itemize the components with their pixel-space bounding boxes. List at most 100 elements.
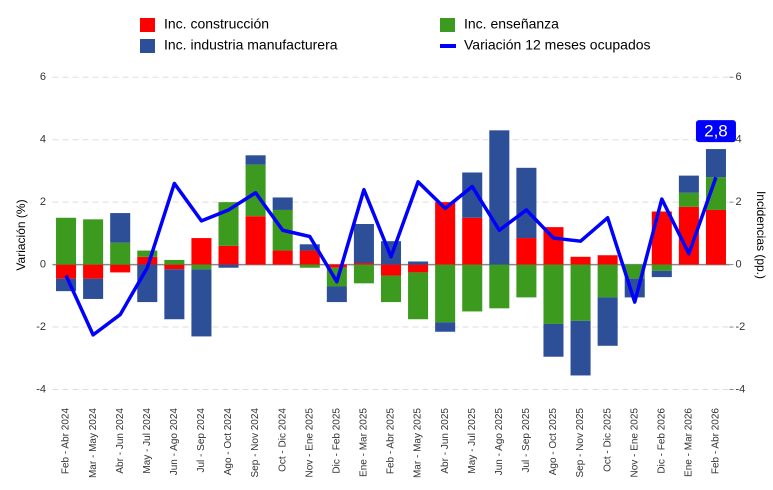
bar (245, 164, 266, 217)
bar (651, 270, 672, 278)
x-tick-label: Nov - Ene 2025 (629, 408, 640, 478)
legend-label: Inc. construcción (164, 16, 269, 32)
y2-tick-label: -4 (736, 383, 746, 395)
x-tick-label: May - Jul 2024 (142, 408, 153, 474)
y2-tick-label: 0 (736, 259, 742, 271)
bar (543, 323, 564, 357)
x-tick-label: Dic - Feb 2025 (331, 408, 342, 474)
bar (83, 219, 104, 265)
bar (597, 264, 618, 298)
bar (462, 172, 483, 218)
y-tick-label: 6 (40, 71, 46, 83)
bar (705, 149, 726, 178)
y-axis-label: Variación (%) (14, 199, 28, 270)
x-tick-label: Jul - Sep 2025 (521, 408, 532, 473)
bar (435, 322, 456, 332)
x-tick-label: Abr - Jun 2025 (440, 408, 451, 474)
x-tick-label: Jul - Sep 2024 (196, 408, 207, 473)
x-tick-label: Ago - Oct 2025 (548, 408, 559, 476)
x-tick-label: Feb - Abr 2025 (386, 408, 397, 475)
bar (462, 264, 483, 312)
y-tick-label: -4 (36, 383, 46, 395)
bar (678, 175, 699, 193)
bar (489, 130, 510, 265)
bar (624, 264, 645, 279)
bar (705, 177, 726, 210)
legend-label: Inc. enseñanza (464, 16, 559, 32)
bar (408, 261, 429, 265)
bar (164, 269, 185, 320)
bar (570, 264, 591, 321)
bar (110, 242, 131, 265)
bar (380, 264, 402, 276)
bar (597, 297, 618, 346)
bar (110, 213, 131, 243)
x-tick-label: Oct - Dic 2025 (602, 408, 613, 472)
bar (678, 192, 699, 207)
data-label: 2,8 (704, 122, 728, 141)
y-tick-label: -2 (36, 321, 46, 333)
x-tick-label: Jun - Ago 2024 (169, 408, 180, 476)
x-tick-label: Sep - Nov 2024 (250, 408, 261, 478)
bar (110, 264, 131, 273)
bar (651, 264, 672, 271)
annotation-box (695, 120, 736, 143)
bar (408, 264, 429, 273)
bar (218, 245, 239, 265)
bar (570, 256, 591, 265)
x-tick-label: Abr - Jun 2024 (115, 408, 126, 474)
x-tick-label: Mar - May 2024 (88, 408, 99, 478)
bar (489, 264, 510, 309)
bar (245, 155, 266, 165)
bar (56, 264, 77, 279)
bar (299, 264, 320, 268)
bar (272, 197, 293, 210)
y2-tick-label: 2 (736, 196, 742, 208)
bar (705, 209, 726, 265)
legend-label: Variación 12 meses ocupados (464, 37, 651, 53)
bar (570, 320, 591, 376)
bar (164, 259, 185, 265)
bar (353, 263, 374, 265)
y-tick-label: 2 (40, 196, 46, 208)
bar (435, 264, 456, 323)
bar (299, 250, 320, 265)
bar (299, 244, 320, 251)
y2-tick-label: 6 (736, 71, 742, 83)
x-tick-label: Ene - Mar 2025 (359, 408, 370, 477)
y2-tick-label: 4 (736, 134, 742, 146)
bar (83, 264, 104, 279)
bar (353, 264, 374, 284)
bar (516, 264, 537, 298)
bar (353, 224, 374, 264)
legend-swatch (140, 39, 155, 53)
x-tick-label: Feb - Abr 2024 (61, 408, 72, 475)
bar (516, 238, 537, 265)
line (64, 176, 718, 337)
bar (462, 217, 483, 265)
y2-tick-label: -2 (736, 321, 746, 333)
x-tick-label: Nov - Ene 2025 (304, 408, 315, 478)
x-tick-label: Jun - Ago 2025 (494, 408, 505, 476)
bar (678, 206, 699, 265)
x-tick-label: Ene - Mar 2026 (684, 408, 695, 477)
x-tick-label: Ago - Oct 2024 (223, 408, 234, 476)
legend-swatch (140, 18, 155, 32)
y-tick-label: 0 (40, 259, 46, 271)
bar (380, 275, 402, 303)
bar (137, 256, 158, 265)
x-tick-label: Feb - Abr 2026 (711, 408, 722, 475)
bar (543, 264, 564, 324)
x-tick-label: Oct - Dic 2024 (277, 408, 288, 472)
bar (56, 217, 77, 265)
x-tick-label: May - Jul 2025 (467, 408, 478, 474)
legend-swatch (440, 18, 455, 32)
bar (326, 264, 347, 268)
bar (83, 278, 104, 299)
bar (543, 227, 564, 265)
bar (516, 167, 537, 239)
bar (272, 250, 293, 265)
bar (191, 238, 212, 265)
legend-label: Inc. industria manufacturera (164, 37, 338, 53)
